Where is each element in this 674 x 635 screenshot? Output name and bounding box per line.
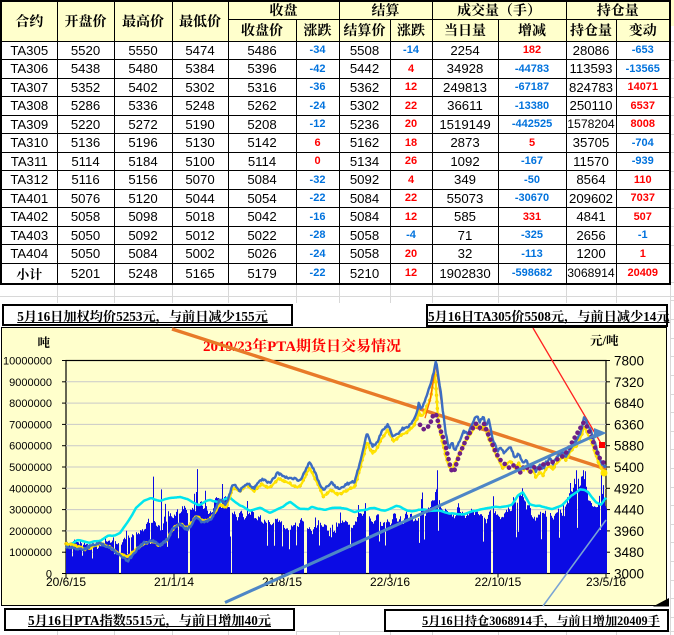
svg-text:5400: 5400 xyxy=(614,460,644,475)
svg-text:6000000: 6000000 xyxy=(9,441,52,453)
svg-text:7320: 7320 xyxy=(614,375,644,390)
svg-text:2019/23年PTA期货日交易情况: 2019/23年PTA期货日交易情况 xyxy=(203,335,401,356)
svg-text:7000000: 7000000 xyxy=(9,419,52,431)
svg-text:元/吨: 元/吨 xyxy=(590,331,619,349)
svg-text:0: 0 xyxy=(46,569,52,581)
svg-text:4440: 4440 xyxy=(614,503,644,518)
svg-text:2000000: 2000000 xyxy=(9,526,52,538)
svg-text:4920: 4920 xyxy=(614,481,644,496)
svg-text:4000000: 4000000 xyxy=(9,483,52,495)
svg-text:7800: 7800 xyxy=(614,354,644,369)
svg-text:10000000: 10000000 xyxy=(3,356,52,368)
svg-text:6360: 6360 xyxy=(614,417,644,432)
svg-text:1000000: 1000000 xyxy=(9,547,52,559)
svg-text:21/8/15: 21/8/15 xyxy=(262,575,302,589)
svg-text:22/3/16: 22/3/16 xyxy=(370,575,410,589)
svg-text:3480: 3480 xyxy=(614,545,644,560)
svg-text:3000000: 3000000 xyxy=(9,505,52,517)
svg-text:6840: 6840 xyxy=(614,396,644,411)
svg-text:20/6/15: 20/6/15 xyxy=(46,575,86,589)
svg-text:9000000: 9000000 xyxy=(9,377,52,389)
svg-text:23/5/16: 23/5/16 xyxy=(586,575,626,589)
svg-text:8000000: 8000000 xyxy=(9,398,52,410)
svg-text:5000000: 5000000 xyxy=(9,462,52,474)
svg-text:3960: 3960 xyxy=(614,524,644,539)
svg-text:22/10/15: 22/10/15 xyxy=(475,575,522,589)
svg-text:21/1/14: 21/1/14 xyxy=(154,575,194,589)
svg-text:5880: 5880 xyxy=(614,439,644,454)
svg-text:3000: 3000 xyxy=(614,567,644,582)
svg-text:吨: 吨 xyxy=(37,333,50,351)
